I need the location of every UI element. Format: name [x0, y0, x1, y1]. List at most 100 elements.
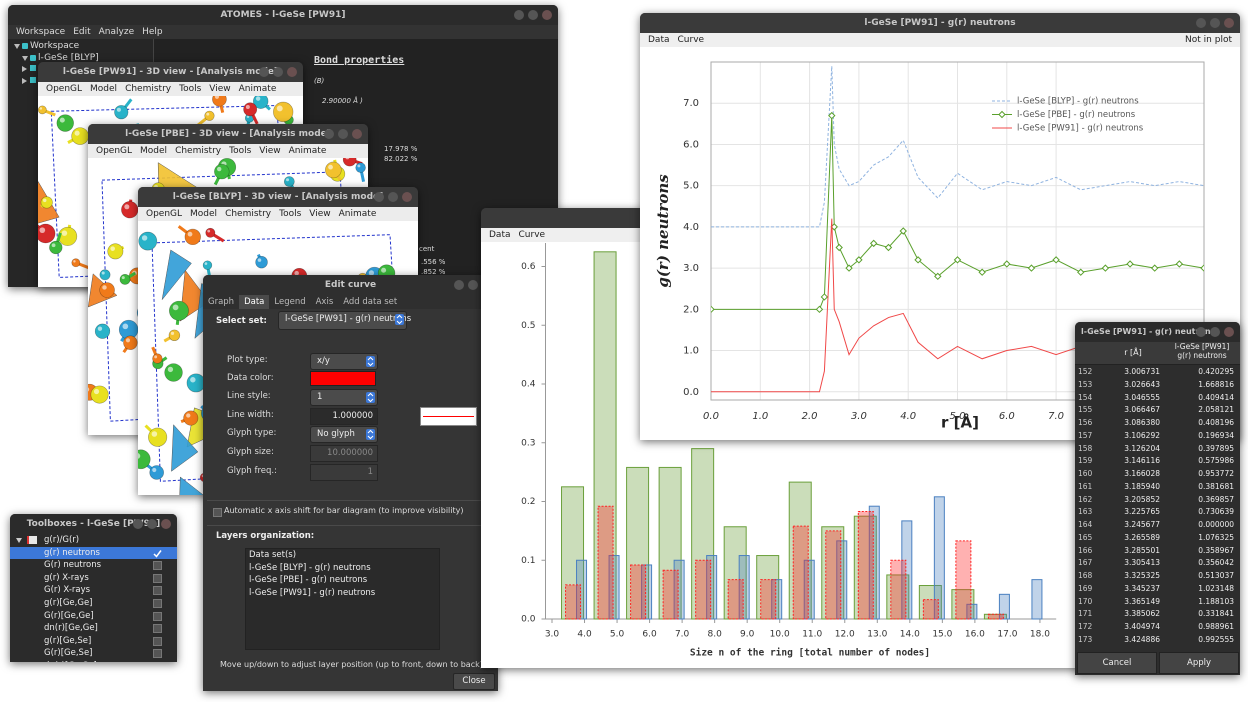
close-button[interactable]	[287, 67, 297, 77]
menu-item[interactable]: Chemistry	[225, 209, 272, 219]
maximize-button[interactable]	[1210, 18, 1220, 28]
entry[interactable]: 10.000000	[310, 445, 378, 462]
toolbox-item[interactable]: g(r)/G(r)	[44, 535, 80, 545]
checkbox[interactable]	[153, 549, 162, 558]
menu-item[interactable]: Tools	[229, 146, 252, 156]
minimize-button[interactable]	[1196, 327, 1206, 337]
cancel-button[interactable]: Cancel	[1077, 652, 1157, 674]
maximize-button[interactable]	[1210, 327, 1220, 337]
menu-item[interactable]: OpenGL	[46, 84, 83, 94]
menu-corner[interactable]: Not in plot	[1185, 35, 1232, 45]
menu-item[interactable]: Data	[489, 230, 511, 240]
checkbox[interactable]	[153, 624, 162, 634]
toolbox-item[interactable]: G(r) neutrons	[44, 560, 102, 571]
close-button[interactable]: Close	[453, 673, 495, 690]
checkbox[interactable]	[153, 573, 162, 583]
minimize-button[interactable]	[1196, 18, 1206, 28]
menu-item[interactable]: Workspace	[16, 27, 66, 37]
color-swatch[interactable]	[310, 371, 376, 386]
minimize-button[interactable]	[324, 129, 334, 139]
menu-item[interactable]: Model	[190, 209, 218, 219]
menu-item[interactable]: Tools	[279, 209, 302, 219]
toolbox-item[interactable]: dn(r)[Ge,Ge]	[44, 623, 98, 634]
checkbox[interactable]	[153, 599, 162, 608]
entry[interactable]: 1	[310, 464, 378, 481]
minimize-button[interactable]	[454, 280, 464, 290]
menu-item[interactable]: Chemistry	[175, 146, 222, 156]
entry[interactable]: 1.000000	[310, 408, 378, 425]
tab[interactable]: Graph	[208, 297, 235, 307]
minimize-button[interactable]	[514, 10, 524, 20]
menu-item[interactable]: Edit	[73, 27, 91, 37]
combo-box[interactable]: 1	[310, 389, 378, 406]
close-button[interactable]	[161, 519, 171, 529]
close-button[interactable]	[1224, 18, 1234, 28]
window-title: Edit curve	[324, 280, 377, 290]
maximize-button[interactable]	[388, 192, 398, 202]
title-bar: l-GeSe [BLYP] - 3D view - [Analysis mode…	[138, 187, 418, 207]
toolbox-item[interactable]: g(r) neutrons	[44, 547, 100, 558]
combo-box[interactable]: x/y	[310, 353, 378, 370]
menu-item[interactable]: Curve	[518, 230, 546, 240]
menu-item[interactable]: Help	[142, 27, 163, 37]
checkbox[interactable]	[153, 611, 162, 621]
minimize-button[interactable]	[259, 67, 269, 77]
toolbox-item[interactable]: g(r)[Ge,Ge]	[44, 598, 93, 608]
combo-box[interactable]: l-GeSe [PW91] - g(r) neutrons	[278, 311, 411, 330]
atom-highlight	[51, 243, 56, 248]
tab[interactable]: Data	[239, 295, 270, 309]
checkbox[interactable]	[153, 649, 162, 659]
maximize-button[interactable]	[338, 129, 348, 139]
menu-item[interactable]: OpenGL	[146, 209, 183, 219]
atom-highlight	[286, 178, 290, 182]
menu-item[interactable]: Animate	[338, 209, 377, 219]
checkbox[interactable]	[153, 636, 162, 646]
close-button[interactable]	[542, 10, 552, 20]
maximize-button[interactable]	[528, 10, 538, 20]
tab[interactable]: Axis	[315, 297, 334, 307]
close-button[interactable]	[352, 129, 362, 139]
menu-item[interactable]: Animate	[238, 84, 277, 94]
menu-item[interactable]: OpenGL	[96, 146, 133, 156]
polyhedron	[179, 476, 204, 495]
menu-item[interactable]: View	[259, 146, 281, 156]
menu-item[interactable]: Animate	[288, 146, 327, 156]
checkbox[interactable]	[153, 561, 162, 571]
menu-bar: Workspace Edit Analyze Help	[8, 25, 558, 39]
menu-item[interactable]: Analyze	[98, 27, 135, 37]
toolbox-item[interactable]: G(r)[Ge,Se]	[44, 648, 93, 659]
tab[interactable]: Legend	[274, 297, 306, 307]
menu-item[interactable]: Data	[648, 35, 670, 45]
maximize-button[interactable]	[147, 519, 157, 529]
tab[interactable]: Add data set	[343, 297, 398, 307]
toolbox-item[interactable]: G(r) X-rays	[44, 585, 91, 596]
menu-item[interactable]: Model	[140, 146, 168, 156]
menu-item[interactable]: Chemistry	[125, 84, 172, 94]
combo-box[interactable]: No glyph	[310, 426, 378, 443]
minimize-button[interactable]	[374, 192, 384, 202]
row-number: 154	[1078, 392, 1093, 402]
tree-expander	[22, 66, 27, 72]
maximize-button[interactable]	[273, 67, 283, 77]
row-number: 160	[1078, 469, 1093, 479]
close-button[interactable]	[1224, 327, 1234, 337]
maximize-button[interactable]	[468, 280, 478, 290]
apply-button[interactable]: Apply	[1159, 652, 1239, 674]
menu-item[interactable]: Tools	[179, 84, 202, 94]
atom-highlight	[101, 271, 105, 275]
toolbox-item[interactable]: g(r)[Ge,Se]	[44, 635, 92, 646]
table-body	[1075, 342, 1240, 675]
minimize-button[interactable]	[133, 519, 143, 529]
checkbox[interactable]	[213, 508, 222, 517]
checkbox[interactable]	[153, 586, 162, 596]
menu-item[interactable]: Model	[90, 84, 118, 94]
toolbox-item[interactable]: g(r) X-rays	[44, 572, 89, 583]
menu-item[interactable]: View	[309, 209, 331, 219]
entry-value: 10.000000	[327, 448, 373, 458]
close-button[interactable]	[402, 192, 412, 202]
menu-item[interactable]: View	[209, 84, 231, 94]
glyph	[934, 272, 942, 281]
toolbox-item[interactable]: G(r)[Ge,Ge]	[44, 610, 94, 621]
menu-item[interactable]: Curve	[677, 35, 705, 45]
toolbox-item[interactable]: dn(r)[Ge,Se]	[44, 660, 97, 662]
